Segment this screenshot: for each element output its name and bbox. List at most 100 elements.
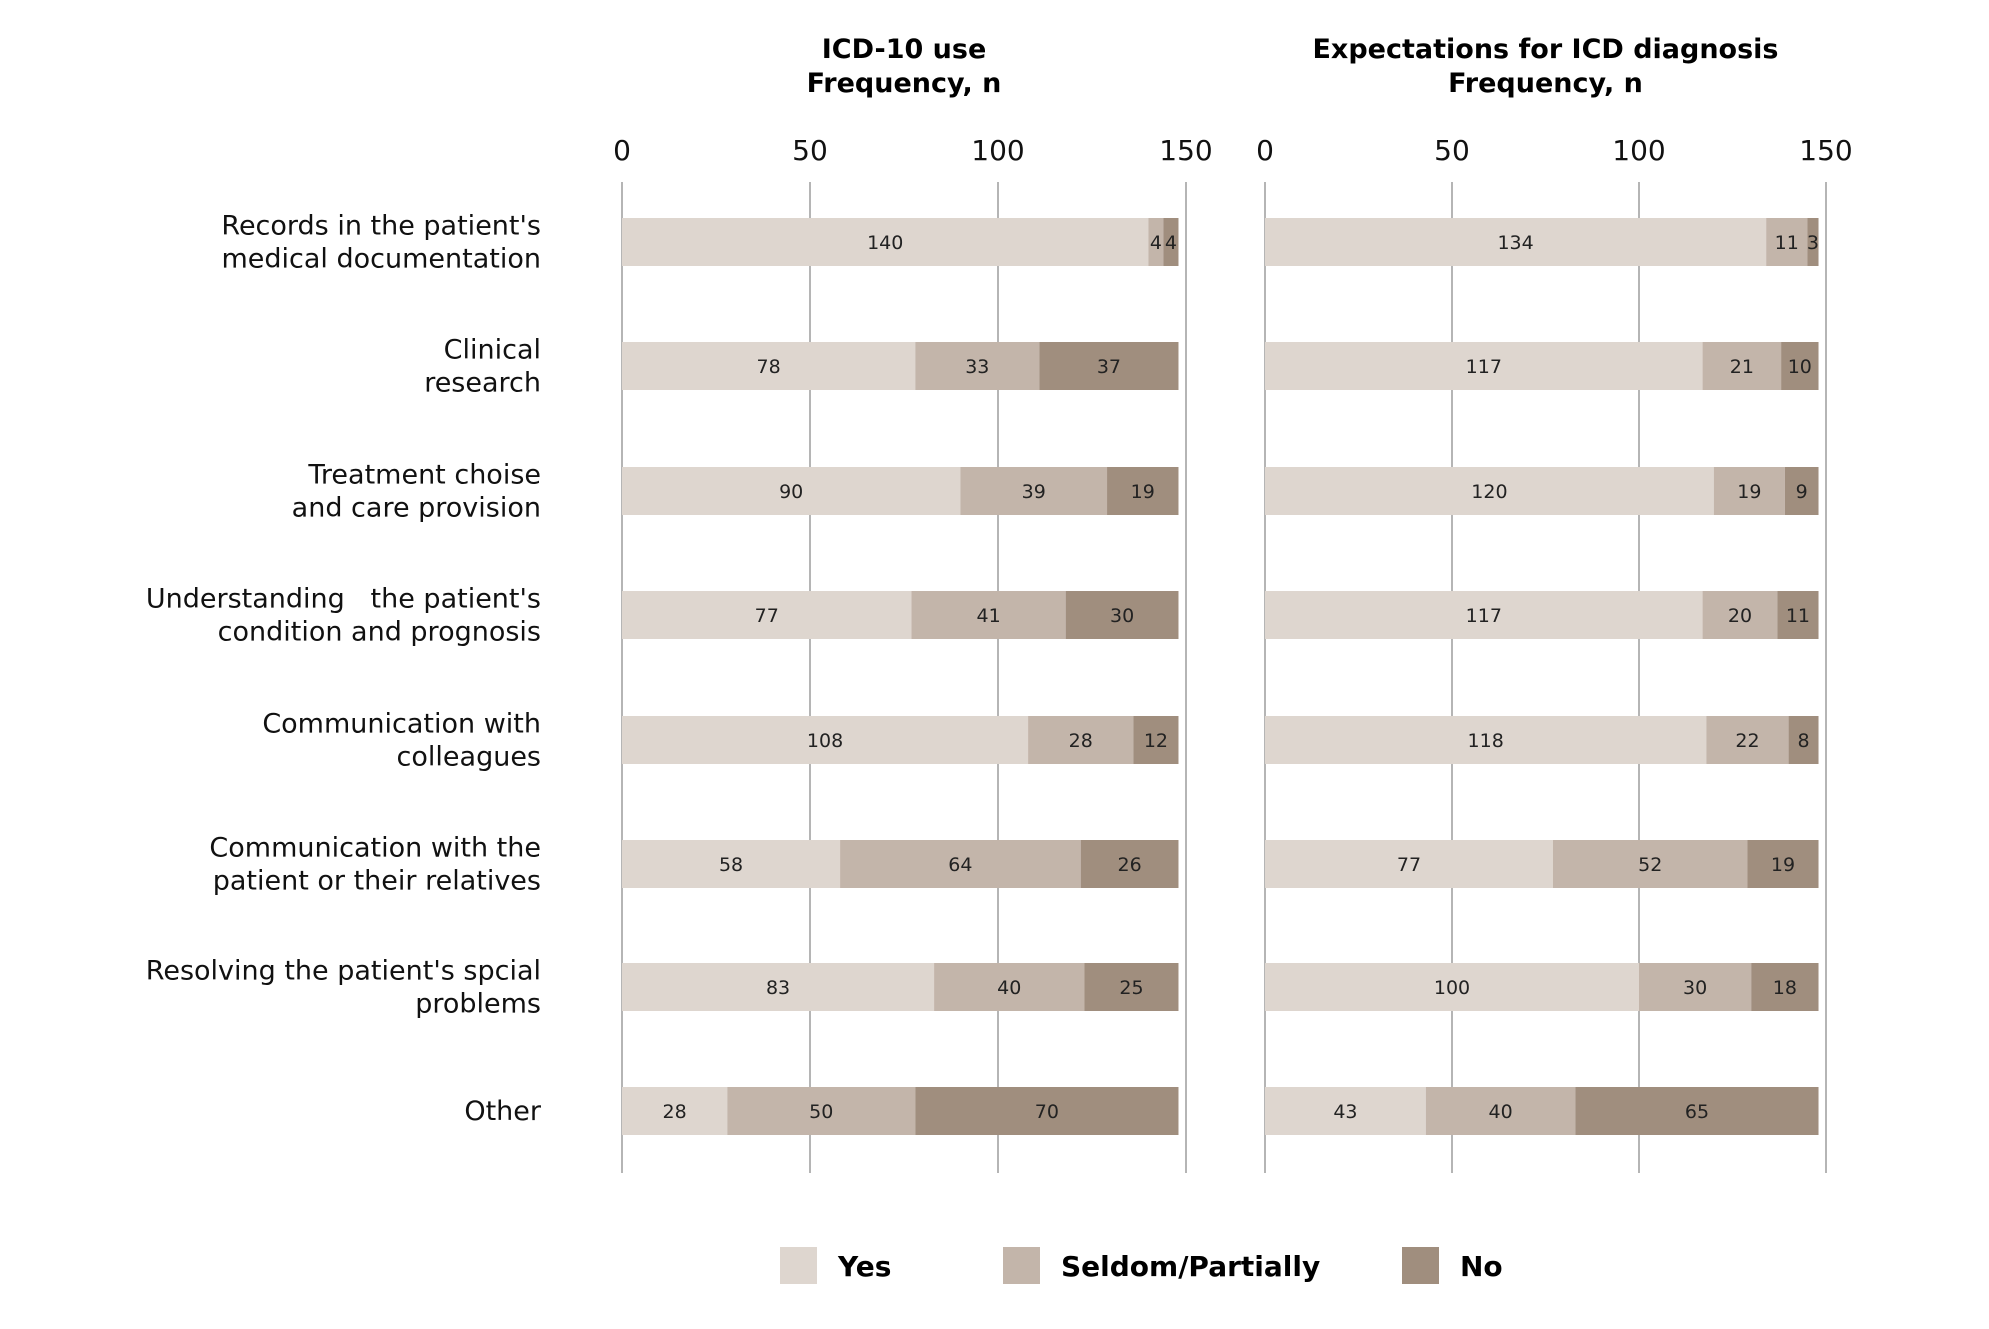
data-label: 65	[1685, 1101, 1709, 1123]
category-label: research	[424, 368, 541, 399]
data-label: 11	[1775, 232, 1799, 254]
data-label: 21	[1730, 356, 1754, 378]
data-label: 9	[1796, 481, 1808, 503]
bar-segment	[1148, 218, 1164, 266]
data-label: 33	[965, 356, 989, 378]
bar-segment	[727, 1087, 916, 1135]
legend-label: No	[1460, 1250, 1503, 1283]
category-label: Communication with	[262, 709, 541, 740]
data-label: 120	[1471, 481, 1507, 503]
bar-segment	[1702, 591, 1778, 639]
data-label: 11	[1786, 605, 1810, 627]
data-label: 40	[997, 977, 1021, 999]
bar-segment	[622, 218, 1149, 266]
data-label: 4	[1165, 232, 1177, 254]
bar-segment	[1575, 1087, 1819, 1135]
bar-segment	[1784, 467, 1819, 515]
data-label: 37	[1097, 356, 1121, 378]
x-tick-label: 150	[1799, 134, 1852, 167]
data-label: 64	[948, 854, 972, 876]
category-label: problems	[415, 989, 541, 1020]
data-label: 52	[1638, 854, 1662, 876]
x-tick-label: 100	[1612, 134, 1665, 167]
data-label: 50	[809, 1101, 833, 1123]
bar-segment	[1265, 218, 1767, 266]
bar-segment	[1084, 963, 1179, 1011]
bar-segment	[1265, 1087, 1426, 1135]
panel-title: ICD-10 use	[822, 34, 987, 65]
legend-swatch	[1402, 1247, 1439, 1284]
data-label: 39	[1022, 481, 1046, 503]
data-label: 12	[1144, 730, 1168, 752]
data-label: 3	[1807, 232, 1819, 254]
category-label: colleagues	[397, 742, 541, 773]
category-label: Understanding the patient's	[146, 584, 541, 615]
bar-segment	[1702, 342, 1782, 390]
bar-segment	[1265, 840, 1553, 888]
bar-segment	[622, 467, 961, 515]
bar-segment	[1080, 840, 1179, 888]
category-label: Other	[464, 1096, 542, 1127]
data-label: 20	[1728, 605, 1752, 627]
bar-segment	[1265, 963, 1639, 1011]
bar-segment	[1766, 218, 1808, 266]
legend-swatch	[780, 1247, 817, 1284]
bar-segment	[915, 342, 1040, 390]
data-label: 18	[1773, 977, 1797, 999]
bar-segment	[1552, 840, 1748, 888]
category-label: Clinical	[444, 335, 541, 366]
bar-segment	[622, 716, 1029, 764]
bar-segment	[1639, 963, 1752, 1011]
bar-segment	[1265, 591, 1703, 639]
data-label: 19	[1737, 481, 1761, 503]
data-label: 77	[755, 605, 779, 627]
legend-swatch	[1003, 1247, 1040, 1284]
data-label: 22	[1735, 730, 1759, 752]
bar-segment	[1747, 840, 1819, 888]
bar-segment	[1706, 716, 1789, 764]
category-label: Records in the patient's	[221, 211, 541, 242]
legend-label: Seldom/Partially	[1061, 1250, 1320, 1283]
data-label: 26	[1118, 854, 1142, 876]
category-label: medical documentation	[221, 244, 541, 275]
data-label: 19	[1771, 854, 1795, 876]
bar-segment	[1788, 716, 1819, 764]
panel-subtitle: Frequency, n	[1448, 68, 1643, 99]
data-label: 40	[1489, 1101, 1513, 1123]
category-label: patient or their relatives	[213, 866, 541, 897]
x-tick-label: 100	[971, 134, 1024, 167]
x-tick-label: 50	[1434, 134, 1470, 167]
data-label: 28	[1069, 730, 1093, 752]
x-tick-label: 150	[1159, 134, 1212, 167]
bar-segment	[622, 342, 916, 390]
bar-segment	[1065, 591, 1179, 639]
data-label: 19	[1131, 481, 1155, 503]
category-label: condition and prognosis	[218, 617, 541, 648]
bar-segment	[622, 840, 841, 888]
data-label: 108	[807, 730, 843, 752]
data-label: 70	[1035, 1101, 1059, 1123]
bar-segment	[1265, 342, 1703, 390]
bar-segment	[1265, 716, 1707, 764]
data-label: 134	[1497, 232, 1533, 254]
x-tick-label: 0	[613, 134, 631, 167]
category-label: Treatment choise	[307, 460, 541, 491]
category-label: Communication with the	[209, 833, 541, 864]
panel-title: Expectations for ICD diagnosis	[1312, 34, 1778, 65]
data-label: 83	[766, 977, 790, 999]
data-label: 25	[1119, 977, 1143, 999]
bar-segment	[1133, 716, 1179, 764]
bar-segment	[1425, 1087, 1576, 1135]
x-tick-label: 0	[1256, 134, 1274, 167]
data-label: 140	[867, 232, 903, 254]
data-label: 41	[977, 605, 1001, 627]
data-label: 100	[1434, 977, 1470, 999]
data-label: 8	[1798, 730, 1810, 752]
data-label: 117	[1466, 356, 1502, 378]
panel-subtitle: Frequency, n	[807, 68, 1002, 99]
data-label: 118	[1468, 730, 1504, 752]
bar-segment	[622, 963, 935, 1011]
data-label: 10	[1788, 356, 1812, 378]
bar-segment	[1107, 467, 1179, 515]
